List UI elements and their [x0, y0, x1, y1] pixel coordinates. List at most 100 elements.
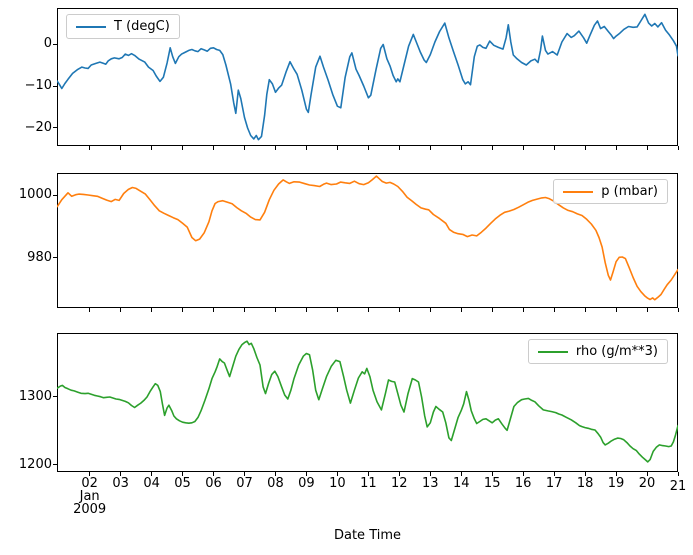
x-tick-mark	[120, 146, 122, 150]
x-tick-label: 11	[360, 476, 377, 491]
legend-line-sample	[537, 350, 568, 353]
x-tick-mark	[243, 146, 245, 150]
x-tick-label: 09	[298, 476, 315, 491]
legend-label: rho (g/m**3)	[575, 344, 658, 359]
x-tick-label: 03	[112, 476, 129, 491]
x-tick-mark	[522, 308, 524, 312]
temperature-line-chart	[57, 13, 678, 141]
x-tick-label: 20	[638, 476, 656, 491]
x-tick-mark	[89, 146, 91, 150]
y-tick-label: 1200	[18, 456, 52, 472]
x-tick-label: 10	[329, 476, 346, 491]
x-tick-mark	[584, 472, 586, 476]
x-tick-mark	[646, 472, 648, 476]
x-tick-mark	[677, 146, 679, 150]
x-tick-mark	[120, 308, 122, 312]
x-tick-mark	[305, 472, 307, 476]
x-tick-mark	[615, 146, 617, 150]
x-tick-mark	[646, 146, 648, 150]
x-tick-label: 21	[669, 479, 687, 494]
x-tick-mark	[615, 472, 617, 476]
y-tick-mark	[53, 194, 57, 196]
y-tick-mark	[53, 85, 57, 87]
x-tick-mark	[491, 146, 493, 150]
x-tick-label: 12	[391, 476, 408, 491]
x-tick-mark	[151, 308, 153, 312]
x-tick-label: 04	[143, 476, 160, 491]
x-tick-mark	[367, 146, 369, 150]
x-tick-mark	[398, 146, 400, 150]
x-tick-mark	[553, 308, 555, 312]
x-tick-mark	[367, 472, 369, 476]
x-tick-label: 02	[81, 476, 98, 491]
x-tick-mark	[460, 472, 462, 476]
x-tick-label: 14	[452, 476, 470, 491]
x-tick-label: 06	[205, 476, 222, 491]
x-tick-mark	[336, 146, 338, 150]
legend-label: T (degC)	[114, 19, 170, 34]
x-tick-mark	[182, 472, 184, 476]
x-axis-title: Date Time	[333, 528, 402, 543]
x-tick-mark	[243, 472, 245, 476]
x-tick-mark	[274, 308, 276, 312]
y-tick-label: 0	[43, 36, 52, 52]
x-tick-mark	[336, 472, 338, 476]
x-tick-mark	[460, 146, 462, 150]
x-tick-mark	[553, 146, 555, 150]
x-tick-mark	[305, 146, 307, 150]
x-tick-mark	[584, 308, 586, 312]
x-tick-label: 05	[174, 476, 191, 491]
x-tick-mark	[584, 146, 586, 150]
x-tick-mark	[429, 472, 431, 476]
x-tick-mark	[491, 472, 493, 476]
legend-line-sample	[563, 190, 594, 193]
x-tick-mark	[213, 472, 215, 476]
x-tick-mark	[336, 308, 338, 312]
x-tick-mark	[491, 308, 493, 312]
rho-series-line	[57, 340, 678, 463]
legend-temperature: T (degC)	[66, 14, 180, 39]
x-tick-mark	[243, 308, 245, 312]
x-tick-mark	[213, 308, 215, 312]
y-tick-mark	[53, 127, 57, 129]
y-tick-mark	[53, 43, 57, 45]
x-tick-mark	[120, 472, 122, 476]
x-tick-mark	[305, 308, 307, 312]
x-tick-mark	[213, 146, 215, 150]
legend-pressure: p (mbar)	[553, 179, 668, 204]
x-tick-label: 15	[483, 476, 501, 491]
y-tick-mark	[53, 257, 57, 259]
axes-temperature: T (degC)	[57, 8, 678, 146]
x-tick-label: 19	[607, 476, 625, 491]
x-tick-mark	[89, 472, 91, 476]
p-series-line	[57, 175, 678, 301]
x-tick-mark	[182, 146, 184, 150]
x-tick-mark	[677, 308, 679, 312]
x-tick-label: 16	[514, 476, 532, 491]
x-tick-mark	[274, 146, 276, 150]
y-tick-label: 1300	[18, 388, 52, 404]
legend-label: p (mbar)	[601, 184, 658, 199]
density-line-chart	[57, 340, 678, 463]
y-tick-label: 980	[27, 249, 52, 265]
x-tick-mark	[89, 308, 91, 312]
y-tick-mark	[53, 396, 57, 398]
axes-density: rho (g/m**3)	[57, 333, 678, 472]
x-tick-sublabel: 2009	[73, 502, 107, 517]
x-tick-sublabel: Jan	[79, 489, 100, 504]
y-tick-mark	[53, 464, 57, 466]
x-tick-label: 08	[267, 476, 284, 491]
y-tick-label: −20	[24, 119, 52, 135]
x-tick-mark	[367, 308, 369, 312]
x-tick-label: 13	[421, 476, 439, 491]
x-tick-mark	[646, 308, 648, 312]
x-tick-mark	[522, 472, 524, 476]
x-tick-mark	[553, 472, 555, 476]
x-tick-mark	[151, 472, 153, 476]
x-tick-label: 18	[576, 476, 594, 491]
x-tick-mark	[429, 308, 431, 312]
pressure-line-chart	[57, 175, 678, 301]
x-tick-mark	[151, 146, 153, 150]
y-tick-label: −10	[24, 78, 52, 94]
